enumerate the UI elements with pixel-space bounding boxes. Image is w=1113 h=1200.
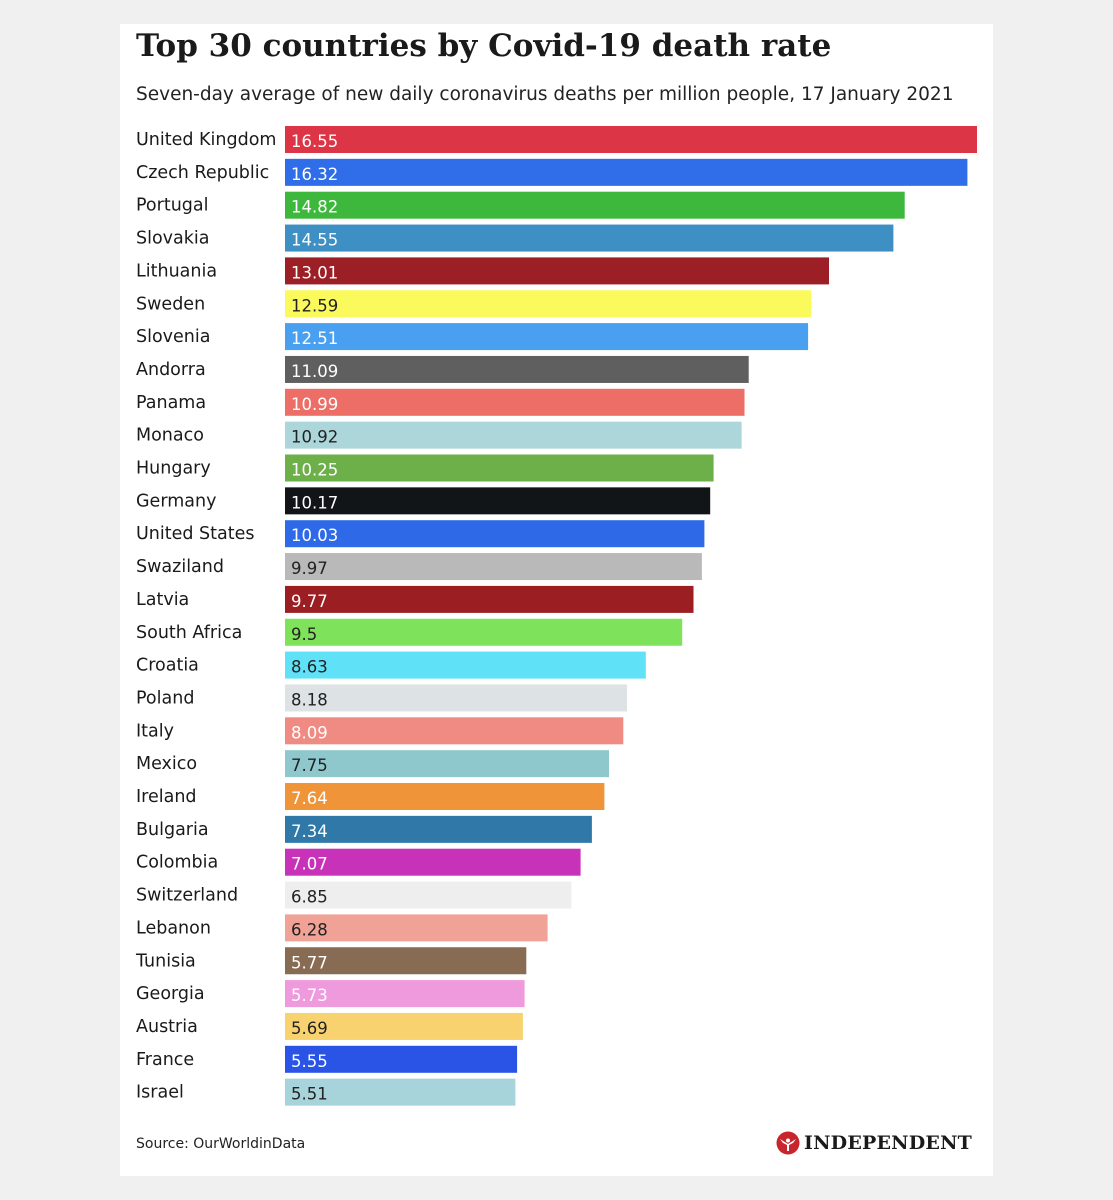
bar-value-label: 8.63 xyxy=(291,658,328,677)
category-label: Lithuania xyxy=(136,261,217,281)
bar-value-label: 16.55 xyxy=(291,132,338,151)
bar xyxy=(285,947,527,975)
chart-title: Top 30 countries by Covid-19 death rate xyxy=(136,28,832,64)
bar-value-label: 13.01 xyxy=(291,263,338,282)
bar-value-label: 11.09 xyxy=(291,362,338,381)
bar-value-label: 8.18 xyxy=(291,690,328,709)
category-label: Israel xyxy=(136,1083,184,1103)
bar xyxy=(285,158,968,186)
category-label: Monaco xyxy=(136,426,204,446)
bar-value-label: 5.69 xyxy=(291,1019,328,1038)
category-label: Georgia xyxy=(136,984,205,1004)
bar-value-label: 10.99 xyxy=(291,395,338,414)
category-label: France xyxy=(136,1050,194,1070)
bar xyxy=(285,750,609,778)
bar xyxy=(285,848,581,876)
category-label: Colombia xyxy=(136,853,218,873)
bar xyxy=(285,914,548,942)
publisher-logo: INDEPENDENT xyxy=(776,1131,972,1155)
bar-value-label: 14.82 xyxy=(291,198,338,217)
category-label: Hungary xyxy=(136,459,211,479)
bar-value-label: 9.97 xyxy=(291,559,328,578)
bar xyxy=(285,553,702,581)
bar xyxy=(285,1012,523,1040)
bar xyxy=(285,783,605,810)
category-label: Poland xyxy=(136,688,194,708)
category-label: Austria xyxy=(136,1017,198,1037)
bar xyxy=(285,1045,518,1073)
bar xyxy=(285,487,711,515)
bar-value-label: 9.77 xyxy=(291,592,328,611)
eagle-logo-icon xyxy=(776,1131,800,1155)
bar xyxy=(285,980,525,1008)
bar-value-label: 7.75 xyxy=(291,756,328,775)
bar-value-label: 10.25 xyxy=(291,461,338,480)
category-label: United States xyxy=(136,524,255,544)
category-label: Sweden xyxy=(136,294,205,314)
category-label: Latvia xyxy=(136,590,189,610)
bar-value-label: 9.5 xyxy=(291,625,317,644)
bar xyxy=(285,388,745,416)
bar xyxy=(285,520,705,548)
category-label: Mexico xyxy=(136,754,197,774)
category-label: United Kingdom xyxy=(136,130,276,150)
bar xyxy=(285,1078,516,1106)
bar xyxy=(285,290,812,318)
bar xyxy=(285,191,905,219)
category-label: Bulgaria xyxy=(136,820,209,840)
bar-value-label: 5.51 xyxy=(291,1085,328,1104)
bar xyxy=(285,224,894,252)
bar xyxy=(285,651,646,679)
bar xyxy=(285,323,809,351)
category-label: Croatia xyxy=(136,656,199,676)
bar xyxy=(285,454,714,482)
bar xyxy=(285,257,829,285)
category-label: Slovakia xyxy=(136,229,209,249)
bar-value-label: 5.55 xyxy=(291,1052,328,1071)
bar-value-label: 12.59 xyxy=(291,296,338,315)
category-label: Andorra xyxy=(136,360,206,380)
bar xyxy=(285,585,694,613)
bar-value-label: 5.73 xyxy=(291,986,328,1005)
bar-value-label: 10.17 xyxy=(291,493,338,512)
bar-value-label: 5.77 xyxy=(291,953,328,972)
bar-value-label: 12.51 xyxy=(291,329,338,348)
bar xyxy=(285,881,572,909)
category-label: Portugal xyxy=(136,196,208,216)
bar xyxy=(285,355,749,383)
bar-value-label: 7.34 xyxy=(291,822,328,841)
category-label: Tunisia xyxy=(135,951,196,971)
chart-subtitle: Seven-day average of new daily coronavir… xyxy=(136,84,954,105)
bar xyxy=(285,421,742,449)
category-label: Switzerland xyxy=(136,886,238,906)
bar-value-label: 7.07 xyxy=(291,855,328,874)
bar xyxy=(285,815,592,843)
bar xyxy=(285,126,977,153)
bar-value-label: 6.85 xyxy=(291,888,328,907)
category-label: Czech Republic xyxy=(136,163,269,183)
category-label: Panama xyxy=(136,393,206,413)
category-label: Lebanon xyxy=(136,918,211,938)
bar xyxy=(285,717,624,745)
bar xyxy=(285,618,683,646)
source-note: Source: OurWorldinData xyxy=(136,1136,306,1152)
bar-value-label: 10.92 xyxy=(291,428,338,447)
category-label: South Africa xyxy=(136,623,242,643)
brand-name: INDEPENDENT xyxy=(804,1132,973,1154)
bar-value-label: 7.64 xyxy=(291,789,328,808)
category-label: Italy xyxy=(136,721,174,741)
bar-value-label: 16.32 xyxy=(291,165,338,184)
category-label: Germany xyxy=(136,491,216,511)
bar-value-label: 6.28 xyxy=(291,920,328,939)
category-label: Ireland xyxy=(136,787,197,807)
category-label: Swaziland xyxy=(136,557,224,577)
bar-value-label: 14.55 xyxy=(291,231,338,250)
bar xyxy=(285,684,627,712)
bar-value-label: 8.09 xyxy=(291,723,328,742)
bar-value-label: 10.03 xyxy=(291,526,338,545)
category-label: Slovenia xyxy=(136,327,210,347)
